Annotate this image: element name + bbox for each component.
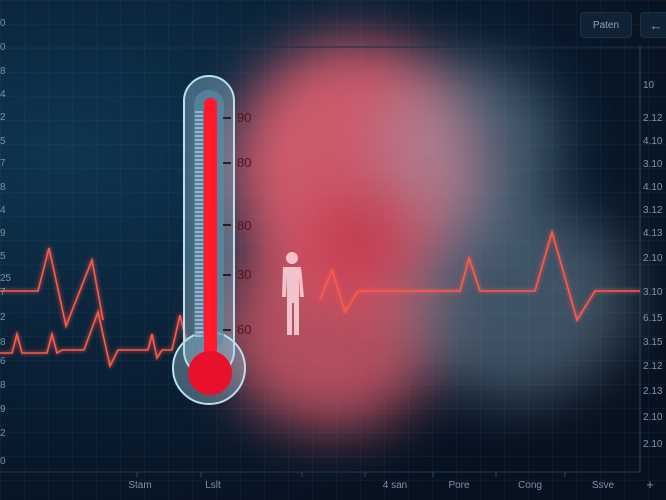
y-label-left: 8 [0, 66, 6, 77]
y-label-right: 4.13 [643, 228, 663, 239]
y-label-right: 2.13 [643, 386, 663, 397]
thermometer [172, 75, 246, 405]
y-label-right: 4.10 [643, 136, 663, 147]
y-label-left: 4 [0, 89, 6, 100]
scale-label: 90 [237, 110, 252, 125]
x-label: 4 san [382, 480, 408, 491]
y-label-left: 8 [0, 182, 6, 193]
x-label: Lslt [205, 480, 221, 491]
y-label-left: 0 [0, 456, 6, 467]
y-label-left: 9 [0, 404, 6, 415]
y-label-left: 8 [0, 380, 6, 391]
y-label-right: 2.12 [643, 113, 663, 124]
y-label-left: 9 [0, 228, 6, 239]
y-label-left: 4 [0, 205, 6, 216]
ecg-line-upper-left [0, 247, 104, 329]
y-label-right: 10 [643, 80, 655, 91]
y-label-left: 5 [0, 251, 6, 262]
scale-label: 60 [237, 322, 252, 337]
y-label-left: 25 [0, 273, 12, 284]
y-label-right: 2.12 [643, 361, 663, 372]
y-label-left: 0 [0, 18, 6, 29]
y-label-right: 2.10 [643, 253, 663, 264]
ecg-line-right [319, 229, 640, 322]
y-label-right: 3.10 [643, 159, 663, 170]
y-label-right: 3.10 [643, 287, 663, 298]
y-label-left: 6 [0, 356, 6, 367]
y-label-left: 7 [0, 287, 6, 298]
add-icon[interactable]: + [646, 477, 654, 492]
x-label: Ssve [591, 480, 615, 491]
y-label-right: 3.12 [643, 205, 663, 216]
y-label-left: 2 [0, 312, 6, 323]
y-label-right: 3.15 [643, 337, 663, 348]
scale-label: 30 [237, 267, 252, 282]
y-label-right: 2.10 [643, 439, 663, 450]
y-label-left: 0 [0, 42, 6, 53]
x-label: Pore [448, 480, 470, 491]
y-label-left: 8 [0, 337, 6, 348]
y-label-left: 2 [0, 428, 6, 439]
y-label-right: 2.10 [643, 412, 663, 423]
paten-button[interactable]: Paten [580, 12, 632, 38]
scale-label: 80 [237, 155, 252, 170]
y-label-left: 5 [0, 136, 6, 147]
y-label-right: 6.15 [643, 313, 663, 324]
x-label: Cong [518, 480, 542, 491]
x-label: Stam [128, 480, 152, 491]
arrow-left-icon[interactable]: ← [640, 12, 666, 38]
y-label-right: 4.10 [643, 182, 663, 193]
y-label-left: 7 [0, 158, 6, 169]
person-silhouette [282, 252, 304, 335]
ecg-line-lower-left [0, 309, 187, 369]
scale-label: 80 [237, 218, 252, 233]
y-label-left: 2 [0, 112, 6, 123]
